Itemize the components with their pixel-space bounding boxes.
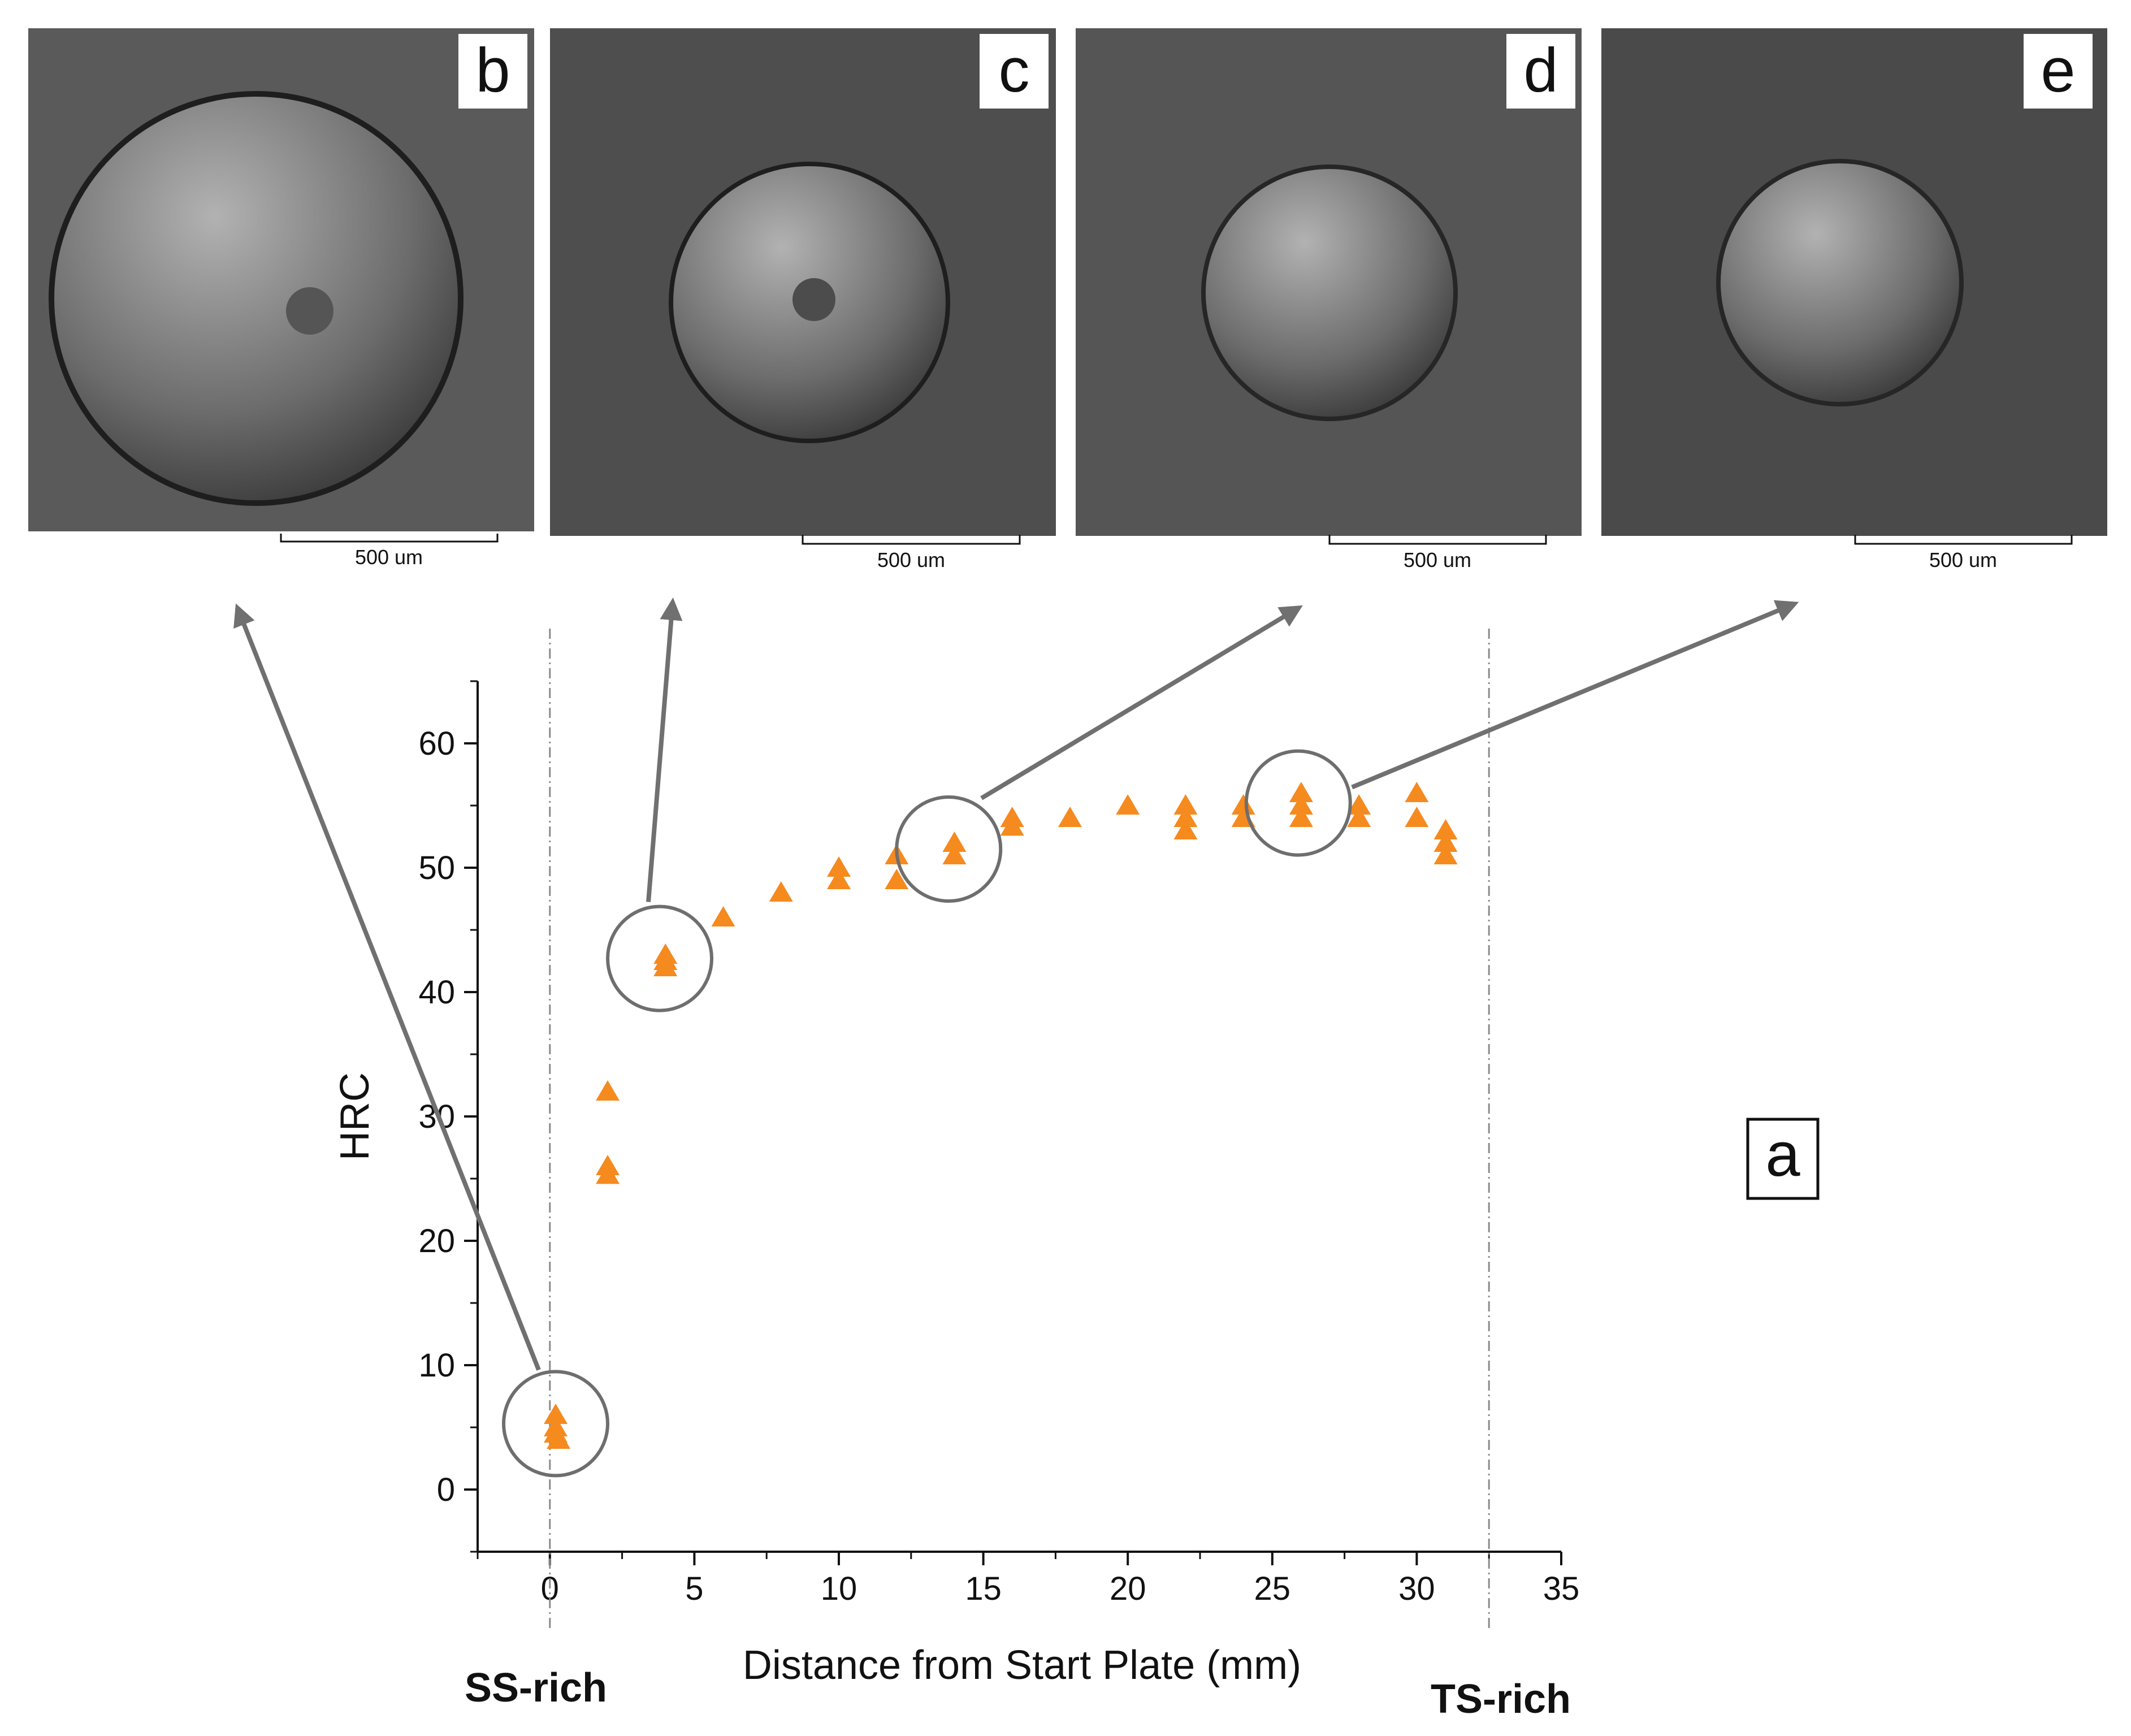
data-point (885, 869, 909, 889)
data-point (1173, 807, 1198, 827)
data-point (1000, 815, 1024, 836)
y-tick-label: 20 (418, 1223, 455, 1259)
panel-letter-c: c (999, 36, 1030, 105)
y-axis-label: HRC (332, 1072, 378, 1161)
data-point (1289, 794, 1313, 815)
data-point (1289, 782, 1313, 802)
highlight-circles (502, 749, 1352, 1478)
x-tick-label: 5 (685, 1570, 703, 1607)
x-tick-label: 30 (1398, 1570, 1435, 1607)
x-tick-label: 35 (1543, 1570, 1580, 1607)
data-points (544, 782, 1458, 1449)
indent-center-spot-c (792, 278, 835, 321)
y-tick-label: 0 (437, 1471, 455, 1508)
panel-letter-box-a (1746, 1118, 1820, 1200)
scale-bar-label-d: 500 um (1404, 548, 1471, 572)
sem-panel-c: c 500 um (550, 28, 1056, 572)
data-point (711, 906, 735, 927)
data-point (827, 869, 851, 889)
data-point (544, 1404, 568, 1424)
x-tick-label: 20 (1110, 1570, 1146, 1607)
scale-bar-d (1328, 535, 1547, 545)
x-tick-label: 10 (821, 1570, 857, 1607)
data-point (1433, 844, 1458, 864)
sem-panel-d: d 500 um (1076, 28, 1582, 572)
sem-panel-e: e 500 um (1601, 28, 2107, 572)
scale-bar-label-c: 500 um (877, 548, 945, 572)
data-point (596, 1163, 620, 1184)
x-axis-label: Distance from Start Plate (mm) (743, 1643, 1301, 1688)
highlight-circle-e (1244, 749, 1352, 857)
data-point (1231, 794, 1255, 815)
scale-bar-label-b: 500 um (355, 546, 423, 569)
callout-arrow-d (980, 605, 1303, 800)
data-point (942, 832, 967, 852)
region-label-ss-rich: SS-rich (465, 1665, 607, 1711)
data-point (1058, 807, 1082, 827)
panel-letter-box-e (2024, 34, 2093, 109)
scale-bar-label-e: 500 um (1929, 548, 1997, 572)
data-point (827, 856, 851, 877)
panel-letter-d: d (1523, 36, 1558, 105)
data-point (1173, 794, 1198, 815)
highlight-circle-d (895, 795, 1003, 903)
x-tick-label: 25 (1254, 1570, 1291, 1607)
data-point (1433, 832, 1458, 852)
data-point (547, 1428, 571, 1449)
indent-impression-e (1716, 159, 1964, 406)
indent-center-spot-b (286, 287, 333, 335)
callout-arrow-b (233, 603, 541, 1371)
y-tick-label: 10 (418, 1347, 455, 1384)
data-point (769, 881, 793, 902)
data-point (653, 956, 678, 976)
y-tick-label: 50 (418, 850, 455, 886)
data-point (1405, 807, 1429, 827)
y-tick-label: 40 (418, 974, 455, 1011)
data-point (1289, 807, 1313, 827)
callout-arrow-e (1351, 600, 1799, 790)
panel-letter-e: e (2041, 36, 2075, 105)
panel-letter-b: b (475, 36, 510, 105)
data-point (1347, 794, 1371, 815)
panel-letter-box-c (980, 34, 1049, 109)
data-point (1405, 782, 1429, 802)
y-tick-label: 60 (418, 725, 455, 762)
data-point (1173, 819, 1198, 839)
data-point (596, 1080, 620, 1101)
chart-axes: 051015202530350102030405060 (418, 680, 1580, 1607)
callout-arrows (233, 598, 1799, 1371)
data-point (942, 844, 967, 864)
data-point (1433, 819, 1458, 839)
scale-bar-b (280, 534, 499, 543)
x-tick-label: 15 (965, 1570, 1002, 1607)
scale-bar-e (1854, 535, 2073, 545)
data-point (1116, 794, 1140, 815)
data-point (1347, 807, 1371, 827)
callout-arrow-c (646, 598, 683, 902)
indent-impression-b (49, 91, 464, 506)
reference-lines (549, 629, 1490, 1628)
sem-panel-b: b 500 um (28, 28, 534, 569)
panel-letter-a: a (1765, 1120, 1800, 1189)
scale-bar-c (802, 535, 1021, 545)
highlight-circle-c (606, 904, 714, 1012)
indent-impression-d (1201, 164, 1458, 421)
panel-letter-box-d (1506, 34, 1575, 109)
region-label-ts-rich: TS-rich (1431, 1677, 1571, 1722)
panel-letter-box-b (458, 34, 527, 109)
highlight-circle-b (502, 1370, 610, 1478)
